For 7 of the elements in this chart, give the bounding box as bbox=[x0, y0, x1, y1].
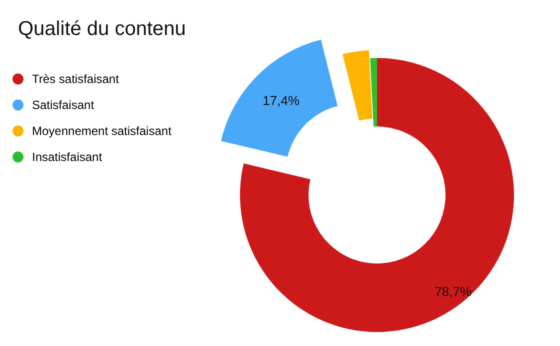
legend-label: Très satisfaisant bbox=[32, 72, 119, 86]
legend-label: Moyennement satisfaisant bbox=[32, 124, 172, 138]
legend-label: Satisfaisant bbox=[32, 98, 94, 112]
chart-title: Qualité du contenu bbox=[18, 18, 186, 41]
data-label: 78,7% bbox=[434, 284, 472, 299]
legend-label: Insatisfaisant bbox=[32, 150, 102, 164]
data-label: 17,4% bbox=[262, 92, 300, 108]
